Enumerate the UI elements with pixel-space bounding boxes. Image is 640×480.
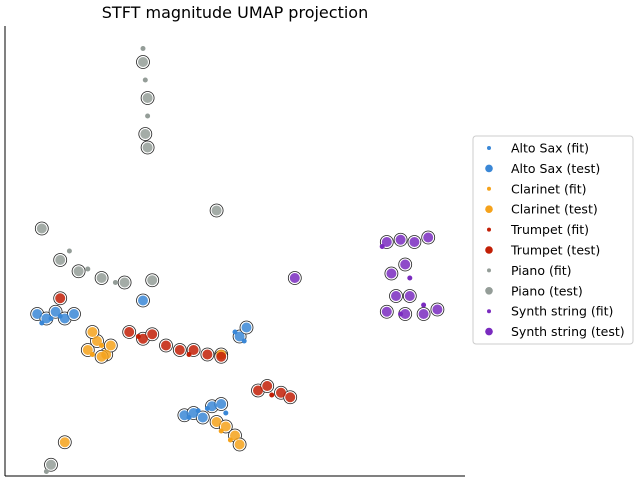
point-alto-sax-test-6 bbox=[188, 408, 199, 418]
point-clarinet-test-10 bbox=[59, 437, 70, 448]
point-clarinet-test-7 bbox=[220, 421, 231, 432]
point-piano-test-1 bbox=[142, 93, 153, 103]
point-piano-fit-1 bbox=[142, 77, 148, 83]
legend-label-alto-sax-fit: Alto Sax (fit) bbox=[511, 141, 589, 156]
point-synth-string-test-7 bbox=[404, 291, 415, 301]
point-synth-string-test-2 bbox=[409, 237, 420, 247]
point-alto-sax-test-7 bbox=[197, 412, 208, 423]
legend-marker-trumpet-test bbox=[485, 246, 493, 254]
point-synth-string-test-1 bbox=[395, 234, 406, 245]
point-trumpet-test-10 bbox=[276, 387, 286, 398]
point-synth-string-test-12 bbox=[289, 273, 300, 283]
point-clarinet-test-3 bbox=[87, 327, 98, 337]
scatter-points bbox=[32, 46, 443, 474]
point-piano-test-9 bbox=[147, 275, 158, 286]
point-alto-sax-test-0 bbox=[32, 309, 43, 319]
point-piano-test-0 bbox=[138, 57, 148, 67]
legend-marker-trumpet-fit bbox=[487, 227, 491, 232]
point-piano-test-5 bbox=[55, 255, 66, 265]
point-trumpet-fit-2 bbox=[269, 392, 275, 398]
legend-marker-alto-sax-test bbox=[485, 164, 493, 173]
point-piano-test-7 bbox=[96, 273, 107, 283]
plot-background bbox=[30, 55, 445, 472]
point-synth-string-test-8 bbox=[381, 306, 392, 317]
point-alto-sax-test-11 bbox=[234, 331, 245, 342]
point-clarinet-test-1 bbox=[92, 336, 102, 346]
point-trumpet-test-9 bbox=[262, 381, 273, 391]
point-alto-sax-test-1 bbox=[41, 313, 52, 324]
point-piano-fit-0 bbox=[140, 46, 146, 51]
legend-label-piano-test: Piano (test) bbox=[511, 283, 583, 298]
point-clarinet-test-6 bbox=[211, 417, 222, 427]
legend-marker-piano-fit bbox=[487, 268, 491, 273]
point-synth-string-test-11 bbox=[432, 304, 443, 315]
point-trumpet-test-4 bbox=[174, 345, 185, 355]
legend: Alto Sax (fit) Alto Sax (test) Clarinet (f… bbox=[472, 135, 634, 345]
point-alto-sax-test-3 bbox=[59, 313, 70, 324]
point-trumpet-test-0 bbox=[124, 327, 135, 337]
legend-label-trumpet-test: Trumpet (test) bbox=[510, 243, 600, 258]
point-trumpet-test-3 bbox=[161, 340, 171, 351]
point-piano-fit-4 bbox=[85, 266, 91, 272]
legend-marker-synth-string-fit bbox=[487, 309, 491, 314]
point-clarinet-test-9 bbox=[234, 439, 245, 450]
point-trumpet-test-7 bbox=[216, 351, 227, 362]
legend-marker-alto-sax-fit bbox=[487, 146, 491, 150]
point-piano-test-10 bbox=[211, 205, 222, 216]
point-piano-fit-6 bbox=[43, 469, 49, 474]
point-trumpet-test-11 bbox=[285, 392, 296, 403]
point-alto-sax-test-9 bbox=[216, 399, 227, 409]
point-synth-string-fit-1 bbox=[407, 275, 413, 281]
legend-label-trumpet-fit: Trumpet (fit) bbox=[510, 222, 589, 237]
point-synth-string-test-5 bbox=[400, 259, 411, 270]
point-piano-test-8 bbox=[119, 277, 130, 288]
point-clarinet-test-5 bbox=[105, 340, 116, 351]
point-alto-sax-fit-6 bbox=[223, 410, 229, 416]
legend-marker-piano-test bbox=[485, 287, 493, 295]
legend-label-clarinet-fit: Clarinet (fit) bbox=[511, 181, 587, 196]
point-piano-test-6 bbox=[73, 266, 84, 277]
point-synth-string-test-9 bbox=[400, 309, 411, 319]
point-trumpet-test-1 bbox=[138, 333, 148, 344]
point-alto-sax-test-12 bbox=[241, 322, 252, 333]
legend-label-alto-sax-test: Alto Sax (test) bbox=[511, 161, 600, 176]
point-synth-string-test-10 bbox=[418, 309, 429, 319]
point-alto-sax-test-5 bbox=[179, 410, 190, 421]
point-alto-sax-test-8 bbox=[207, 401, 217, 412]
point-piano-test-3 bbox=[142, 142, 153, 153]
legend-label-synth-string-fit: Synth string (fit) bbox=[511, 304, 613, 319]
point-trumpet-test-5 bbox=[188, 345, 199, 355]
point-synth-string-test-4 bbox=[386, 268, 397, 279]
point-piano-test-4 bbox=[36, 223, 47, 234]
point-trumpet-test-6 bbox=[202, 349, 213, 360]
legend-marker-synth-string-test bbox=[485, 327, 493, 336]
point-alto-sax-test-4 bbox=[69, 309, 79, 319]
point-clarinet-test-8 bbox=[230, 430, 240, 441]
point-piano-fit-5 bbox=[112, 280, 118, 285]
point-trumpet-test-8 bbox=[253, 385, 263, 396]
legend-label-synth-string-test: Synth string (test) bbox=[511, 324, 625, 339]
legend-marker-clarinet-test bbox=[485, 205, 493, 213]
chart-title: STFT magnitude UMAP projection bbox=[102, 3, 368, 22]
legend-label-piano-fit: Piano (fit) bbox=[511, 263, 571, 278]
point-synth-string-test-6 bbox=[391, 291, 401, 301]
point-piano-test-2 bbox=[140, 129, 151, 139]
point-piano-fit-3 bbox=[66, 248, 72, 254]
legend-frame bbox=[472, 135, 634, 345]
point-synth-string-test-3 bbox=[423, 232, 434, 243]
legend-label-clarinet-test: Clarinet (test) bbox=[511, 202, 598, 217]
point-trumpet-test-12 bbox=[55, 293, 66, 304]
point-piano-test-11 bbox=[46, 459, 56, 470]
point-trumpet-test-2 bbox=[147, 329, 158, 340]
point-piano-fit-2 bbox=[145, 113, 151, 119]
point-alto-sax-test-10 bbox=[138, 295, 148, 306]
legend-marker-clarinet-fit bbox=[487, 186, 491, 191]
point-clarinet-test-0 bbox=[82, 345, 93, 355]
point-clarinet-test-4 bbox=[96, 351, 107, 362]
point-synth-string-test-0 bbox=[381, 237, 392, 247]
point-alto-sax-test-2 bbox=[50, 306, 61, 317]
point-synth-string-fit-2 bbox=[421, 302, 427, 308]
